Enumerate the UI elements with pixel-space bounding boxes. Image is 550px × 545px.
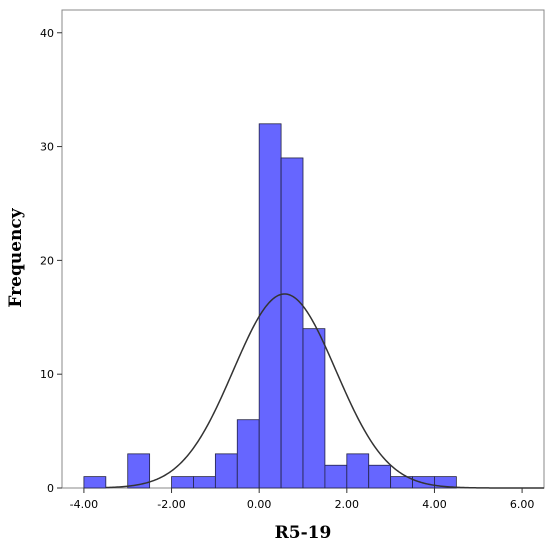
y-tick-label: 20 [40,254,54,267]
histogram-bar [302,328,326,489]
histogram-bar [171,476,194,489]
histogram-bar [280,157,304,489]
y-axis-title: Frequency [6,207,26,307]
bars-layer [83,123,457,489]
y-tick-label: 30 [40,141,54,154]
y-tick-label: 10 [40,368,54,381]
y-tick-label: 0 [47,482,54,495]
histogram-bar [434,476,457,489]
y-axis: 0 10 20 30 40 [40,27,62,495]
x-tick-label: 6.00 [510,498,535,511]
x-tick-label: -2.00 [157,498,185,511]
x-tick-label: -4.00 [70,498,98,511]
histogram-bar [236,419,260,489]
histogram-bar [346,453,370,489]
histogram-bar [368,464,392,489]
y-tick-label: 40 [40,27,54,40]
x-tick-label: 2.00 [335,498,360,511]
normal-curve [105,293,544,489]
x-axis: -4.00 -2.00 0.00 2.00 4.00 6.00 [70,488,535,511]
histogram-bar [214,453,238,489]
histogram-bar [258,123,282,489]
x-tick-label: 0.00 [247,498,272,511]
histogram-bar [127,453,151,489]
histogram-bar [83,476,107,489]
x-axis-title: R5-19 [275,523,332,543]
histogram-bar [193,476,216,489]
histogram-bar [324,464,348,489]
x-tick-label: 4.00 [422,498,447,511]
